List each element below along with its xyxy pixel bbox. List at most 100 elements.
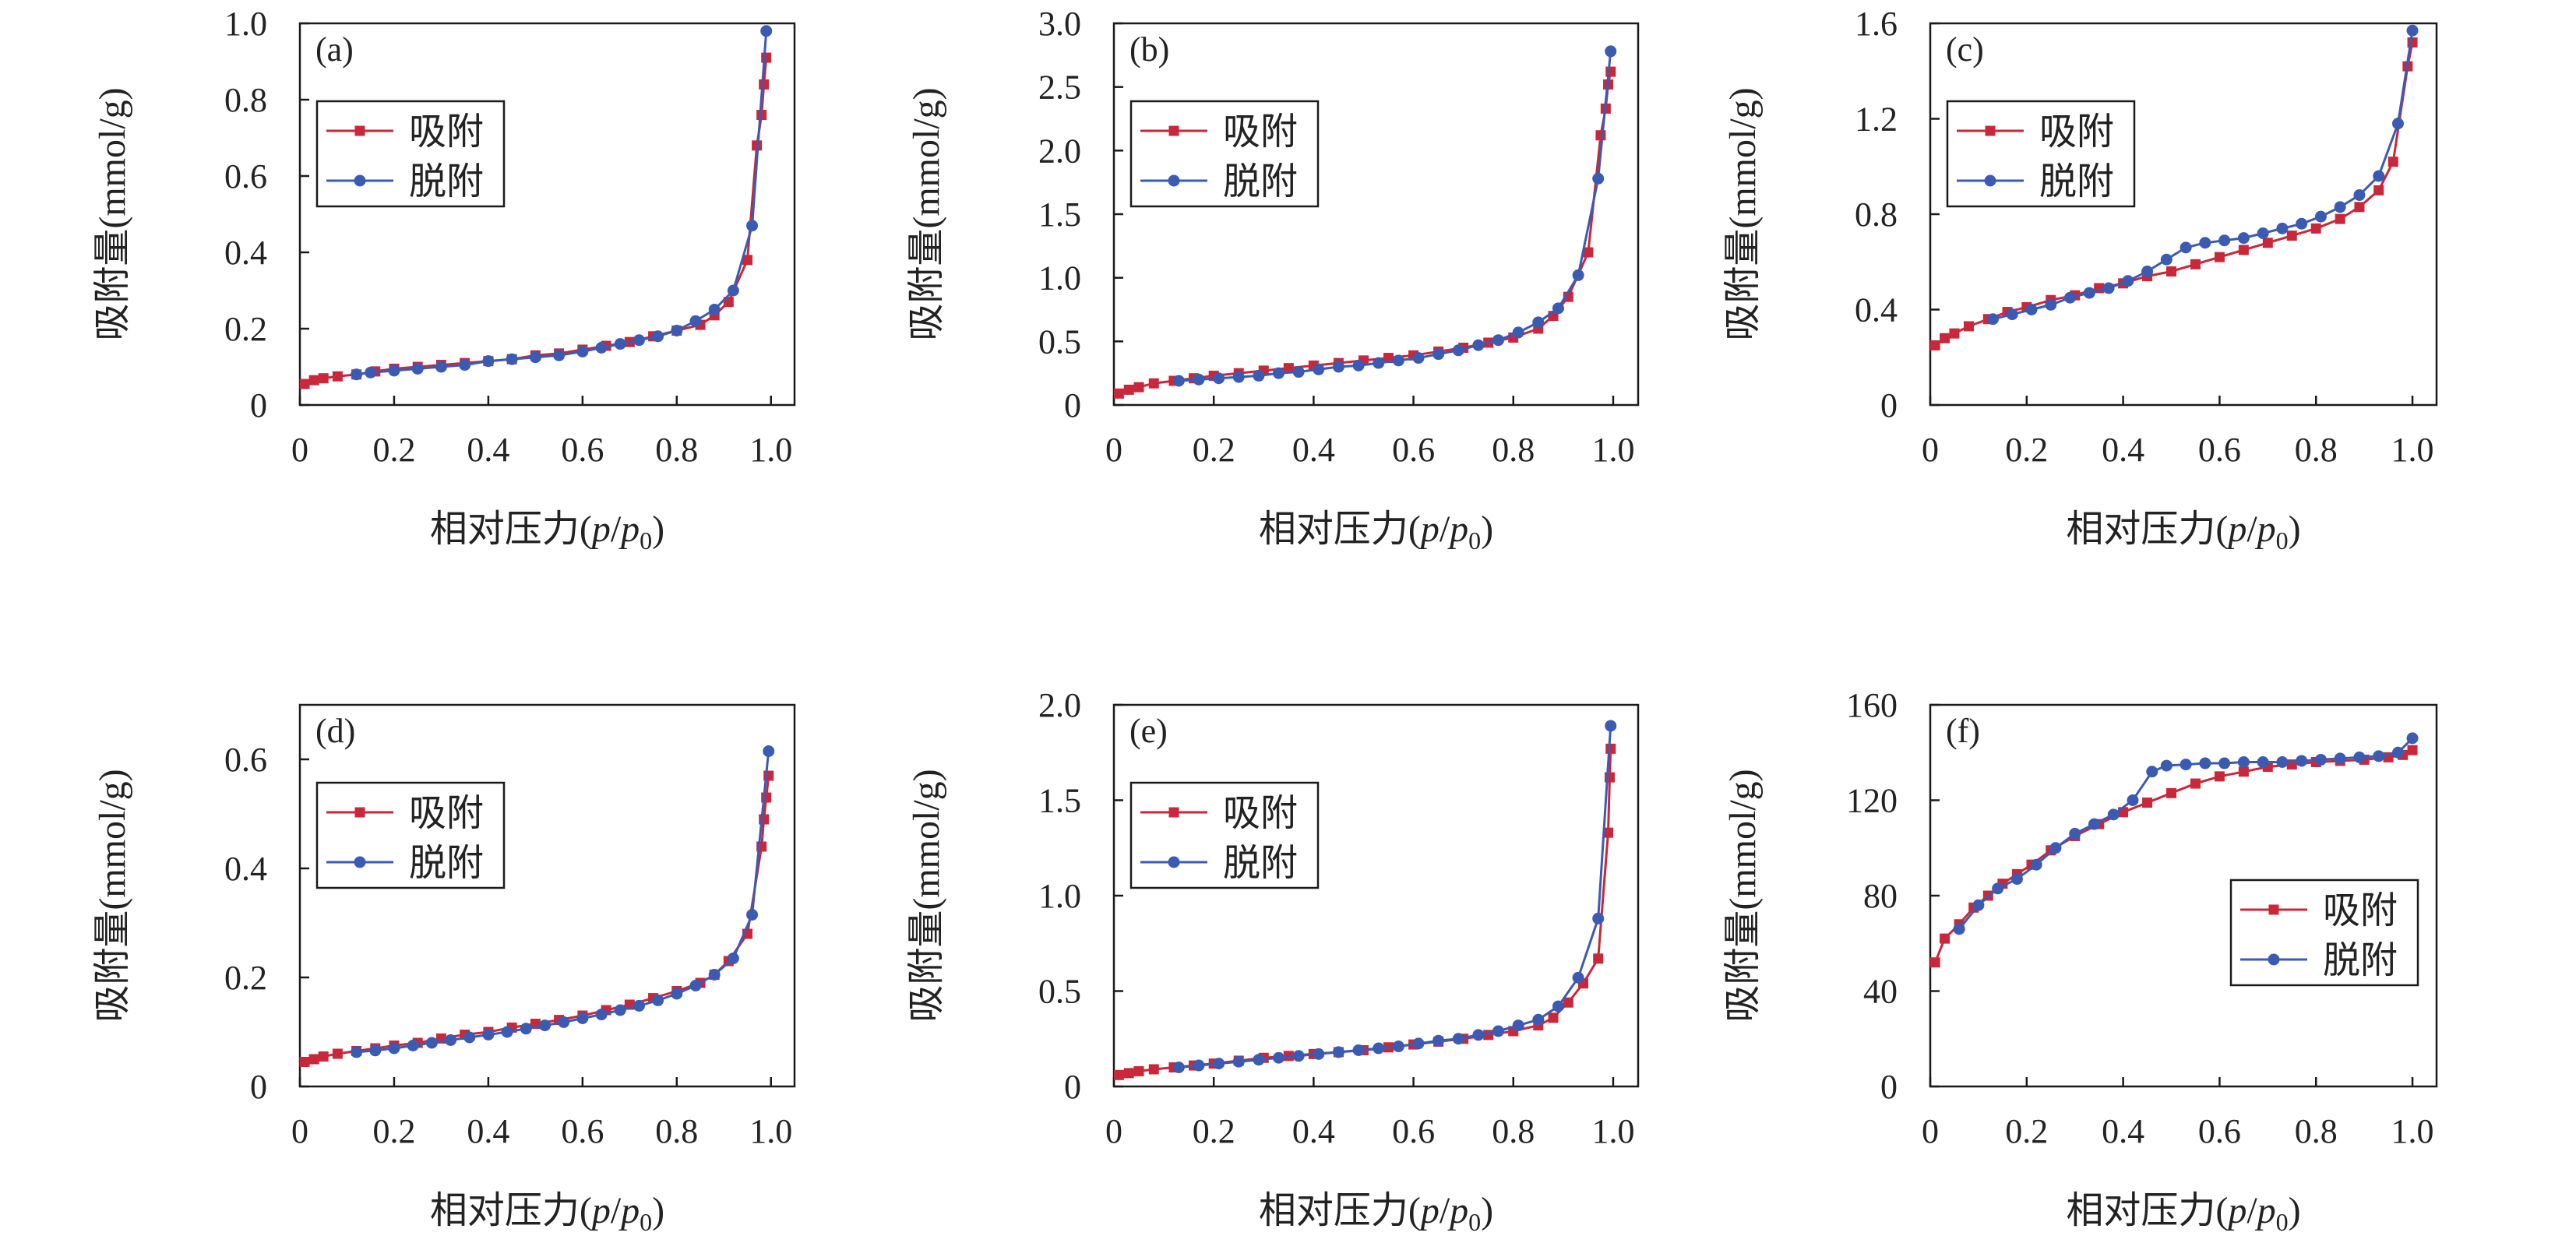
data-point bbox=[1472, 339, 1485, 351]
data-point bbox=[1133, 1065, 1144, 1076]
data-point bbox=[1392, 354, 1404, 367]
data-point bbox=[351, 368, 363, 381]
y-tick-label: 0 bbox=[1064, 1068, 1081, 1106]
data-point bbox=[2146, 766, 2158, 778]
data-point bbox=[1133, 382, 1144, 393]
x-axis-label-part: p bbox=[1447, 509, 1468, 550]
data-point bbox=[1193, 1059, 1205, 1072]
data-point bbox=[1273, 1051, 1285, 1064]
legend-label: 脱附 bbox=[409, 843, 484, 884]
data-point bbox=[2237, 756, 2250, 768]
y-tick-label: 1.5 bbox=[1038, 782, 1081, 820]
panel-d: 0 0.2 0.4 0.6 0.8 1.0 0 0.2 0.4 0.6 (d) 吸附量(mmol/g)… bbox=[92, 703, 796, 1236]
data-point bbox=[742, 255, 753, 266]
data-point bbox=[576, 1012, 589, 1024]
data-point bbox=[1512, 1019, 1524, 1032]
legend-marker bbox=[2268, 904, 2279, 915]
y-tick-label: 0.4 bbox=[224, 850, 267, 888]
data-point bbox=[1592, 172, 1605, 185]
data-point bbox=[1412, 1037, 1425, 1050]
data-point bbox=[1313, 1048, 1325, 1060]
x-axis-label-part: 0 bbox=[640, 526, 652, 555]
x-tick-label: 0.4 bbox=[467, 431, 509, 469]
data-point bbox=[2406, 732, 2419, 745]
x-tick-label: 1.0 bbox=[749, 431, 792, 469]
data-point bbox=[1953, 923, 1965, 935]
panel-label: (d) bbox=[315, 712, 355, 750]
data-point bbox=[671, 988, 683, 1000]
x-axis-label-part: / bbox=[1440, 1190, 1450, 1231]
x-tick-label: 0.8 bbox=[1492, 431, 1535, 469]
data-point bbox=[407, 1040, 419, 1051]
data-point bbox=[633, 999, 645, 1012]
data-point bbox=[1964, 321, 1975, 332]
x-tick-label: 0.6 bbox=[2198, 1112, 2241, 1150]
data-point bbox=[2334, 752, 2346, 765]
legend-box bbox=[1946, 100, 2136, 208]
y-tick-label: 0 bbox=[1880, 386, 1898, 424]
x-axis-label-part: 相对压力( bbox=[2066, 1190, 2228, 1231]
x-axis-label: 相对压力(p/p0) bbox=[1259, 509, 1493, 555]
legend-marker bbox=[354, 125, 365, 136]
x-axis-label: 相对压力(p/p0) bbox=[2066, 509, 2300, 555]
data-point bbox=[2276, 756, 2289, 768]
data-point bbox=[1532, 1013, 1545, 1026]
series-desorption bbox=[1172, 720, 1617, 1073]
data-point bbox=[482, 1029, 495, 1041]
data-point bbox=[1113, 388, 1124, 399]
y-tick-label: 1.0 bbox=[1038, 877, 1081, 915]
data-point bbox=[2276, 222, 2289, 234]
data-point bbox=[2045, 298, 2057, 311]
series-desorption bbox=[1953, 732, 2419, 935]
data-point bbox=[1352, 359, 1365, 372]
data-point bbox=[318, 1051, 329, 1062]
x-axis-label: 相对压力(p/p0) bbox=[430, 1190, 664, 1236]
data-point bbox=[1412, 352, 1425, 364]
legend-marker bbox=[1168, 807, 1179, 818]
x-tick-label: 0 bbox=[291, 1112, 308, 1150]
x-tick-label: 0.4 bbox=[467, 1112, 509, 1150]
data-point bbox=[1253, 369, 1265, 382]
data-point bbox=[388, 1042, 400, 1055]
data-point bbox=[1273, 367, 1285, 379]
data-point bbox=[506, 353, 518, 365]
data-point bbox=[2166, 266, 2177, 276]
data-point bbox=[1452, 1033, 1464, 1045]
x-tick-label: 1.0 bbox=[1591, 431, 1634, 469]
x-tick-label: 0.8 bbox=[2295, 1112, 2338, 1150]
y-axis-label: 吸附量(mmol/g) bbox=[1722, 769, 1764, 1022]
data-point bbox=[1113, 1069, 1124, 1080]
x-axis-label-part: ) bbox=[2289, 1190, 2301, 1231]
data-point bbox=[1292, 366, 1305, 379]
data-point bbox=[1172, 375, 1185, 387]
data-point bbox=[1583, 247, 1594, 258]
legend-marker bbox=[1168, 125, 1179, 136]
data-point bbox=[1193, 373, 1205, 386]
legend-label: 脱附 bbox=[2039, 161, 2114, 202]
data-point bbox=[1605, 743, 1616, 754]
y-axis-label: 吸附量(mmol/g) bbox=[906, 87, 947, 340]
x-tick-label: 0.6 bbox=[561, 431, 604, 469]
data-point bbox=[2335, 213, 2345, 224]
y-tick-label: 1.6 bbox=[1855, 5, 1898, 43]
data-point bbox=[614, 338, 626, 350]
legend-marker bbox=[354, 807, 365, 818]
x-tick-label: 0.2 bbox=[372, 1112, 415, 1150]
x-tick-label: 0.6 bbox=[561, 1112, 604, 1150]
panel-e: 0 0.2 0.4 0.6 0.8 1.0 0 0.5 1.0 1.5 2.0 (e) 吸附量(mmol… bbox=[906, 686, 1640, 1236]
legend-marker bbox=[1985, 125, 1996, 136]
data-point bbox=[2190, 778, 2201, 789]
x-tick-label: 0.2 bbox=[1193, 1112, 1235, 1150]
y-tick-label: 0.4 bbox=[1855, 291, 1898, 329]
x-tick-label: 0.2 bbox=[1193, 431, 1235, 469]
data-point bbox=[2102, 282, 2115, 294]
x-tick-label: 0 bbox=[1105, 1112, 1122, 1150]
x-axis-label-part: ) bbox=[652, 1190, 664, 1231]
data-point bbox=[2391, 118, 2404, 130]
data-point bbox=[1940, 933, 1951, 944]
data-point bbox=[2199, 757, 2211, 769]
x-tick-label: 0.6 bbox=[2198, 431, 2241, 469]
data-point bbox=[299, 379, 310, 389]
x-tick-label: 0.4 bbox=[1292, 1112, 1335, 1150]
